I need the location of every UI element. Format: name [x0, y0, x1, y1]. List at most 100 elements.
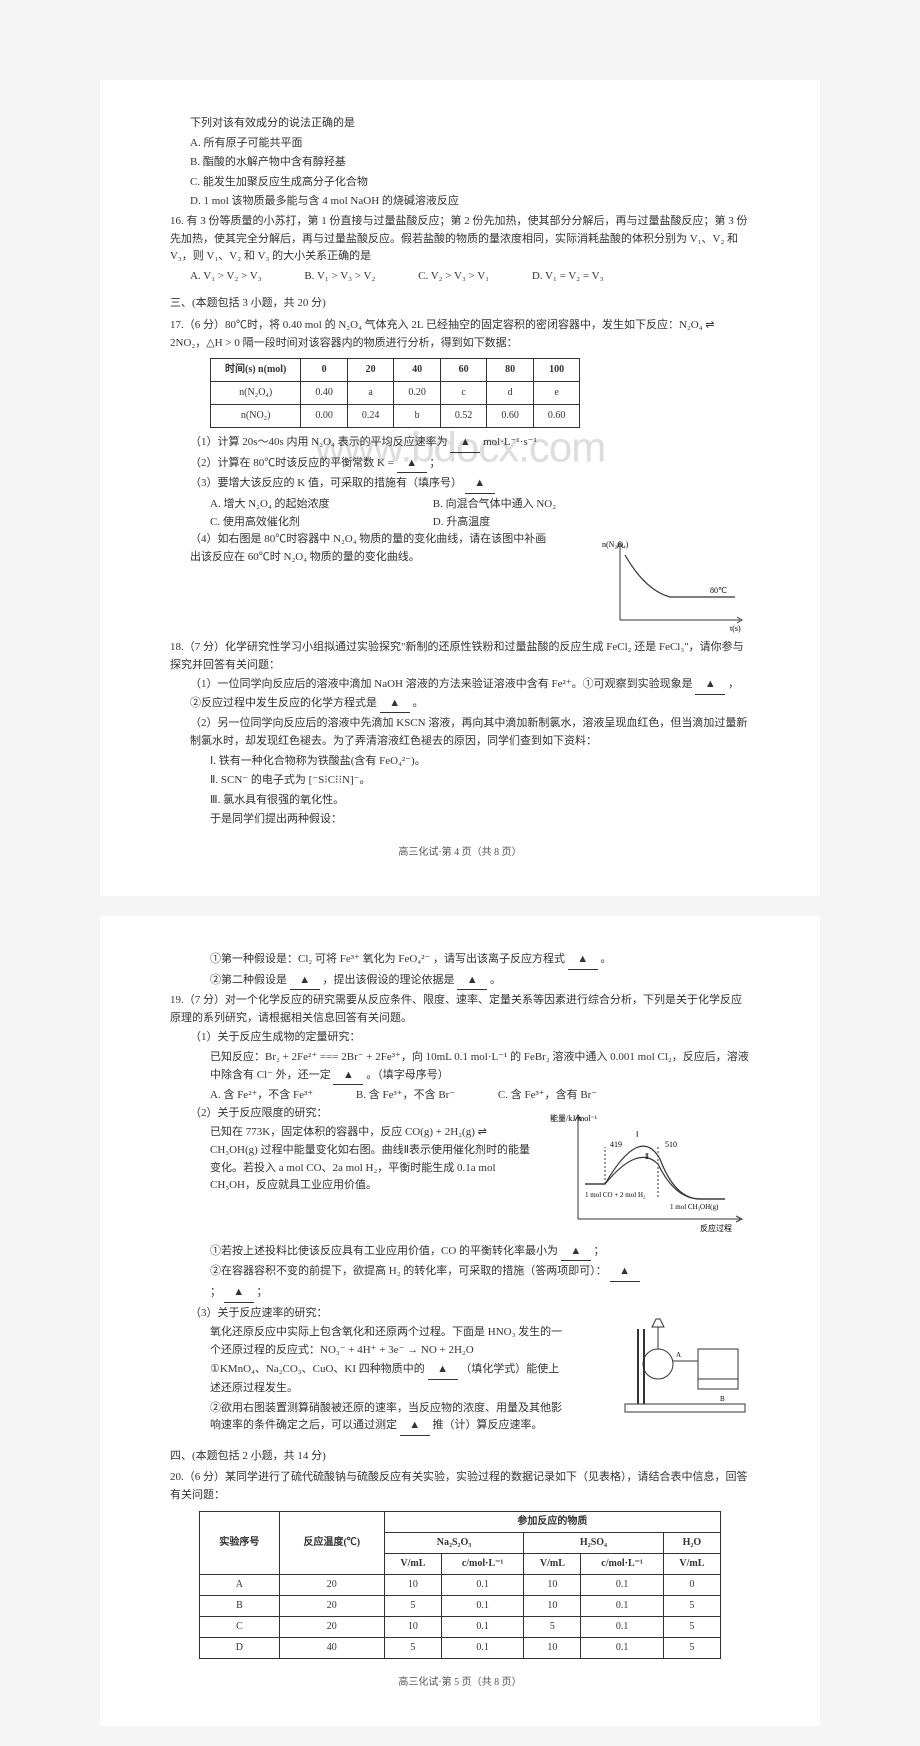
- q17-sub3-text: （3）要增大该反应的 K 值，可采取的措施有（填序号）: [190, 477, 462, 489]
- q18-res1: Ⅰ. 铁有一种化合物称为铁酸盐(含有 FeO₄²⁻)。: [210, 753, 750, 771]
- q20-rb-5: 0.1: [581, 1595, 663, 1616]
- q17-chart: n(N₂O₄) t(s) 80℃: [600, 535, 750, 635]
- q19-sub3-text: 氧化还原反应中实际上包含氧化和还原两个过程。下面是 HNO₃ 发生的一个还原过程…: [210, 1324, 570, 1359]
- q18-res2: Ⅱ. SCN⁻ 的电子式为 [⁻S⁝C⁝⁝N]⁻。: [210, 772, 750, 790]
- blank-triangle: ▲: [450, 434, 480, 453]
- q17-r2-c2: 0.24: [347, 405, 394, 428]
- q17-s3-opt-b: B. 向混合气体中通入 NO₂: [433, 498, 556, 510]
- section-3-title: 三、(本题包括 3 小题，共 20 分): [170, 295, 750, 313]
- q17-sub2-text: （2）计算在 80℃时该反应的平衡常数 K =: [190, 457, 394, 469]
- blank-triangle: ▲: [333, 1067, 363, 1086]
- blank-triangle: ▲: [568, 951, 598, 970]
- blank-triangle: ▲: [400, 1417, 430, 1436]
- q17-r2-c3: b: [394, 405, 441, 428]
- chart-xlabel: t(s): [730, 624, 741, 633]
- q20-rc-1: 20: [279, 1616, 384, 1637]
- chart-ylabel: n(N₂O₄): [602, 540, 629, 549]
- q17-sub1-text: （1）计算 20s～40s 内用 N₂O₄ 表示的平均反应速率为: [190, 436, 448, 448]
- q17-r2-c1: 0.00: [301, 405, 348, 428]
- q15-opt-b: B. 酯酸的水解产物中含有醇羟基: [190, 154, 750, 172]
- q19-stem: 19.（7 分）对一个化学反应的研究需要从反应条件、限度、速率、定量关系等因素进…: [170, 992, 750, 1027]
- q20-rd-5: 0.1: [581, 1637, 663, 1658]
- q18-hyp1: ①第一种假设是：Cl₂ 可将 Fe³⁺ 氧化为 FeO₄²⁻ ，请写出该离子反应…: [210, 951, 750, 970]
- q18-sub2: （2）另一位同学向反应后的溶液中先滴加 KSCN 溶液，再向其中滴加新制氯水，溶…: [190, 715, 750, 750]
- q16-opt-b: B. V₁ > V₃ > V₂: [304, 268, 375, 286]
- q18-stem: 18.（7 分）化学研究性学习小组拟通过实验探究"新制的还原性铁粉和过量盐酸的反…: [170, 639, 750, 674]
- q19-s3q1a: ①KMnO₄、Na₂CO₃、CuO、KI 四种物质中的: [210, 1363, 425, 1375]
- q20-rd-1: 40: [279, 1637, 384, 1658]
- q20-ra-3: 0.1: [442, 1574, 524, 1595]
- q19-s3q2b: 推（计）算反应速率。: [433, 1419, 543, 1431]
- q18-hyp1-text: ①第一种假设是：Cl₂ 可将 Fe³⁺ 氧化为 FeO₄²⁻ ，请写出该离子反应…: [210, 953, 565, 965]
- q19-s1-opt-a: A. 含 Fe²⁺，不含 Fe³⁺: [210, 1087, 313, 1105]
- basin-b-label: B: [720, 1395, 725, 1403]
- q17-r1-c6: e: [533, 382, 580, 405]
- q17-r1-c4: c: [440, 382, 487, 405]
- chart-curve-label: 80℃: [710, 586, 727, 595]
- q20-rc-3: 0.1: [442, 1616, 524, 1637]
- q19-sub2-text: 已知在 773K，固定体积的容器中，反应 CO(g) + 2H₂(g) ⇌ CH…: [210, 1124, 530, 1194]
- q19-sub2-q1: ①若按上述投料比使该反应具有工业应用价值，CO 的平衡转化率最小为 ▲ ；: [210, 1243, 750, 1262]
- blank-triangle: ▲: [695, 676, 725, 695]
- peak2-label: 419: [610, 1140, 622, 1149]
- q17-sub3-opts: A. 增大 N₂O₄ 的起始浓度 B. 向混合气体中通入 NO₂ C. 使用高效…: [210, 496, 750, 531]
- q17-th-4: 60: [440, 359, 487, 382]
- q20-rb-6: 5: [663, 1595, 720, 1616]
- q17-sub3-row2: C. 使用高效催化剂 D. 升高温度: [210, 514, 750, 532]
- q16-opt-d: D. V₁ = V₂ = V₃: [532, 268, 604, 286]
- q18-hyp2: ②第二种假设是 ▲ ，提出该假设的理论依据是 ▲ 。: [210, 972, 750, 991]
- q20-h-h2so4: H₂SO₄: [524, 1532, 663, 1553]
- reactant-label: 1 mol CO + 2 mol H₂: [585, 1191, 646, 1199]
- blank-triangle: ▲: [561, 1243, 591, 1262]
- q17-th-1: 0: [301, 359, 348, 382]
- page-4-footer: 高三化试·第 4 页（共 8 页）: [170, 845, 750, 861]
- energy-ylabel: 能量/kJ·mol⁻¹: [550, 1113, 598, 1123]
- q20-rb-2: 5: [384, 1595, 441, 1616]
- q18-res4: 于是同学们提出两种假设：: [210, 811, 750, 829]
- q20-h3-4: V/mL: [663, 1553, 720, 1574]
- q17-th-6: 100: [533, 359, 580, 382]
- table-row: n(NO₂) 0.00 0.24 b 0.52 0.60 0.60: [211, 405, 580, 428]
- blank-triangle: ▲: [290, 972, 320, 991]
- table-row: C 20 10 0.1 5 0.1 5: [200, 1616, 721, 1637]
- peak1-label: 510: [665, 1140, 677, 1149]
- blank-triangle: ▲: [465, 475, 495, 494]
- q20-rd-4: 10: [524, 1637, 581, 1658]
- q20-h-temp: 反应温度(℃): [279, 1511, 384, 1574]
- q17-th-2: 20: [347, 359, 394, 382]
- blank-triangle: ▲: [397, 455, 427, 474]
- q20-rd-6: 5: [663, 1637, 720, 1658]
- q19-energy-chart: 能量/kJ·mol⁻¹ 反应过程 419 510 Ⅰ Ⅱ 1 mol CO + …: [550, 1109, 750, 1239]
- q20-rc-0: C: [200, 1616, 280, 1637]
- q19-sub3-q2: ②欲用右图装置测算硝酸被还原的速率，当反应物的浓度、用量及其他影响速率的条件确定…: [210, 1400, 570, 1436]
- q17-r2-c6: 0.60: [533, 405, 580, 428]
- q18-sub1: （1）一位同学向反应后的溶液中滴加 NaOH 溶液的方法来验证溶液中含有 Fe²…: [190, 676, 750, 713]
- q17-th-0: 时间(s) n(mol): [211, 359, 301, 382]
- q17-r1-c5: d: [487, 382, 534, 405]
- q18-hyp2b: ，提出该假设的理论依据是: [323, 974, 455, 986]
- q20-rc-5: 0.1: [581, 1616, 663, 1637]
- q20-rb-0: B: [200, 1595, 280, 1616]
- q20-h3-2: V/mL: [524, 1553, 581, 1574]
- q19-s2q2-text: ②在容器容积不变的前提下，欲提高 H₂ 的转化率，可采取的措施（答两项即可）：: [210, 1265, 607, 1277]
- q17-r1-c3: 0.20: [394, 382, 441, 405]
- table-row: 实验序号 反应温度(℃) 参加反应的物质: [200, 1511, 721, 1532]
- blank-triangle: ▲: [224, 1284, 254, 1303]
- q19-sub1-title: （1）关于反应生成物的定量研究：: [190, 1029, 750, 1047]
- q17-th-5: 80: [487, 359, 534, 382]
- tube-a-label: A: [676, 1351, 681, 1359]
- q15-stem: 下列对该有效成分的说法正确的是: [190, 115, 750, 133]
- q18-res3: Ⅲ. 氯水具有很强的氧化性。: [210, 792, 750, 810]
- q20-table: 实验序号 反应温度(℃) 参加反应的物质 Na₂S₂O₃ H₂SO₄ H₂O V…: [199, 1511, 721, 1659]
- q17-s3-opt-d: D. 升高温度: [433, 516, 490, 528]
- q17-sub1: （1）计算 20s～40s 内用 N₂O₄ 表示的平均反应速率为 ▲ mol·L…: [190, 434, 750, 453]
- q19-sub2-q2: ②在容器容积不变的前提下，欲提高 H₂ 的转化率，可采取的措施（答两项即可）： …: [210, 1263, 750, 1282]
- q17-sub3-row1: A. 增大 N₂O₄ 的起始浓度 B. 向混合气体中通入 NO₂: [210, 496, 750, 514]
- q19-sub1-opts: A. 含 Fe²⁺，不含 Fe³⁺ B. 含 Fe³⁺，不含 Br⁻ C. 含 …: [210, 1087, 750, 1105]
- q20-h3-0: V/mL: [384, 1553, 441, 1574]
- q20-rd-0: D: [200, 1637, 280, 1658]
- q20-rb-4: 10: [524, 1595, 581, 1616]
- q17-r2-c4: 0.52: [440, 405, 487, 428]
- q20-ra-1: 20: [279, 1574, 384, 1595]
- q19-sub1a-note: 。（填字母序号）: [366, 1069, 449, 1081]
